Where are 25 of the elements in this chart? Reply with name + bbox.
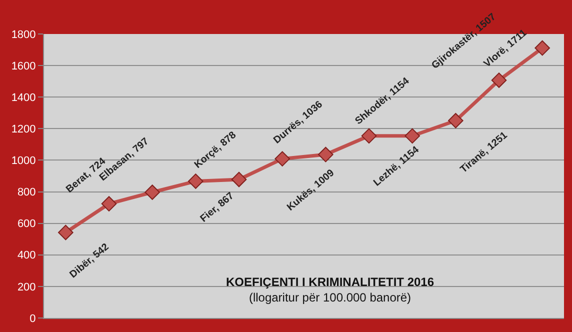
point [274,151,290,166]
point [318,146,334,162]
text: KOEFIÇENTI I KRIMINALITETIT 2016 [226,275,434,289]
y-tick-label: 800 [17,186,36,199]
point [534,40,550,56]
y-tick-label: 1000 [11,155,36,168]
point [188,174,204,189]
point [231,172,247,188]
point [491,72,507,88]
point [101,196,117,212]
y-tick-label: 0 [30,312,36,325]
point [361,128,377,144]
y-tick-label: 200 [17,281,36,294]
y-tick-label: 1200 [11,124,36,136]
y-tick-label: 1800 [11,28,36,41]
y-tick-label: 600 [17,218,36,230]
point [58,224,74,240]
y-tick-label: 1600 [11,60,36,72]
y-tick-label: 400 [17,250,36,262]
data-label: Fier, 867 [198,190,237,225]
point [404,128,420,144]
point [144,184,160,200]
point [448,112,464,128]
text: (llogaritur për 100.000 banorë) [248,290,412,305]
y-tick-label: 1400 [11,92,36,104]
